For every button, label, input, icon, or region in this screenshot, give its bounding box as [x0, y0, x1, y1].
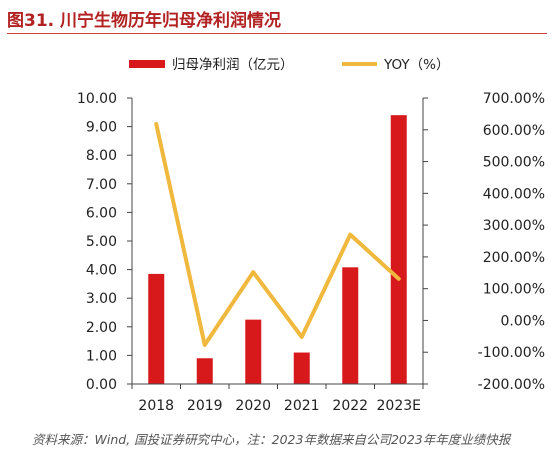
- legend-label-bar: 归母净利润（亿元）: [172, 56, 294, 73]
- bar-2018: [148, 273, 165, 384]
- left-tick-label: 1.00: [86, 348, 117, 364]
- title-divider: [7, 33, 547, 34]
- left-tick-label: 0.00: [86, 377, 117, 393]
- bars: [148, 115, 407, 384]
- chart-title: 图31. 川宁生物历年归母净利润情况: [7, 11, 282, 31]
- source-note: 资料来源：Wind, 国投证券研究中心，注：2023年数据来自公司2023年年度…: [32, 432, 511, 447]
- legend-swatch-bar: [129, 60, 165, 68]
- left-tick-label: 7.00: [86, 177, 117, 193]
- left-tick-label: 9.00: [86, 120, 117, 136]
- x-tick-label: 2018: [138, 398, 174, 414]
- bar-2020: [245, 319, 262, 384]
- left-tick-label: 8.00: [86, 148, 117, 164]
- right-tick-label: 400.00%: [483, 186, 545, 202]
- right-tick-label: 700.00%: [483, 91, 545, 107]
- yoy-line: [154, 122, 401, 347]
- left-tick-label: 3.00: [86, 291, 117, 307]
- bar-2022: [342, 267, 359, 384]
- x-tick-label: 2019: [187, 398, 223, 414]
- yoy-line-group: [154, 122, 401, 347]
- right-tick-label: 100.00%: [483, 282, 545, 298]
- x-tick-label: 2021: [284, 398, 320, 414]
- bar-2021: [293, 352, 310, 384]
- right-tick-label: -200.00%: [478, 377, 545, 393]
- bar-2019: [196, 358, 213, 384]
- right-tick-label: 300.00%: [483, 218, 545, 234]
- left-tick-label: 6.00: [86, 205, 117, 221]
- right-tick-label: 600.00%: [483, 123, 545, 139]
- right-tick-label: 200.00%: [483, 250, 545, 266]
- right-tick-label: -100.00%: [478, 345, 545, 361]
- x-tick-label: 2023E: [377, 398, 421, 414]
- axes: 0.00 1.00 2.00 3.00 4.00 5.00 6.00 7.00 8.00 9.00…: [77, 91, 545, 414]
- legend: 归母净利润（亿元） YOY（%）: [129, 56, 449, 73]
- x-tick-label: 2022: [332, 398, 368, 414]
- right-tick-label: 500.00%: [483, 155, 545, 171]
- left-tick-label: 2.00: [86, 320, 117, 336]
- left-tick-label: 10.00: [77, 91, 117, 107]
- left-tick-label: 5.00: [86, 234, 117, 250]
- x-tick-label: 2020: [235, 398, 271, 414]
- legend-label-line: YOY（%）: [383, 57, 449, 73]
- bar-2023E: [390, 115, 407, 384]
- left-tick-label: 4.00: [86, 263, 117, 279]
- right-tick-label: 0.00%: [501, 313, 545, 329]
